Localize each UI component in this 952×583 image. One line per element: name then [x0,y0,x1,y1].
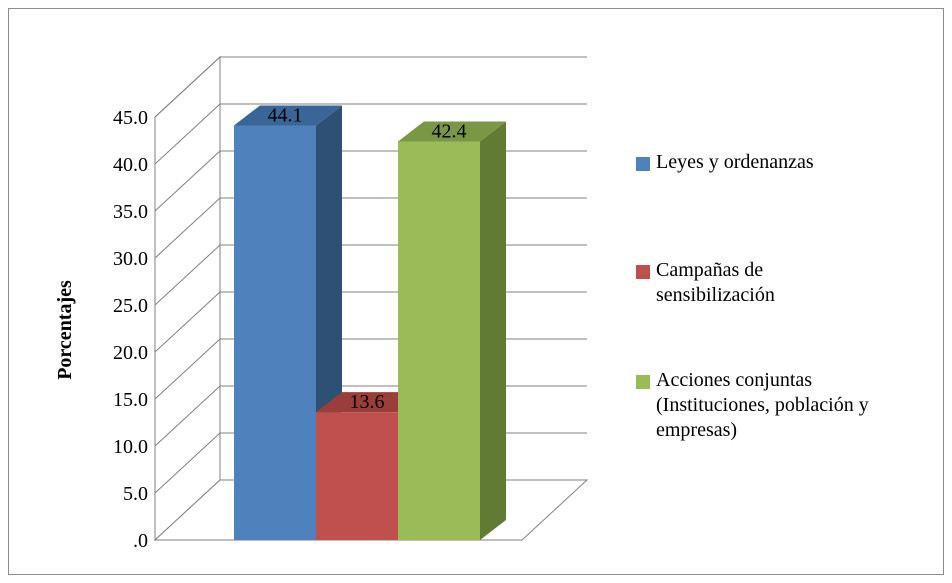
legend-label: Acciones conjuntas (Instituciones, poblac… [656,368,869,443]
legend-label-line: (Instituciones, población y [656,394,869,416]
y-tick-label: 30.0 [113,248,148,270]
y-tick-label: 20.0 [113,342,148,364]
legend-item: Leyes y ordenanzas [636,150,814,175]
gridline [154,103,587,165]
legend-label-line: Campañas de [656,259,764,281]
y-tick-label: 45.0 [113,107,148,129]
y-tick-label: 5.0 [123,483,148,505]
legend-item: Acciones conjuntas (Instituciones, poblac… [636,368,869,443]
y-tick-label: 40.0 [113,154,148,176]
legend-label-line: Leyes y ordenanzas [656,151,814,173]
legend-label-line: empresas) [656,419,738,441]
legend-label: Campañas de sensibilización [656,258,775,308]
y-axis-title: Porcentajes [54,280,76,380]
y-tick-label: 15.0 [113,389,148,411]
legend-swatch [636,157,650,171]
legend-swatch [636,265,650,279]
side-wall [154,55,221,542]
gridline [154,56,587,118]
chart-frame [8,8,944,575]
data-label: 13.6 [350,391,385,413]
legend-item: Campañas de sensibilización [636,258,775,308]
legend-label-line: Acciones conjuntas [656,369,813,391]
bar [398,141,480,540]
bar [234,125,316,541]
y-tick-label: .0 [133,530,148,552]
legend-label-line: sensibilización [656,284,775,306]
legend-swatch [636,375,650,389]
bar-side [480,121,506,540]
bar-top [316,392,424,413]
y-tick-label: 10.0 [113,436,148,458]
data-label: 42.4 [432,120,467,142]
legend-label: Leyes y ordenanzas [656,150,814,175]
y-tick-label: 35.0 [113,201,148,223]
bar [316,412,398,540]
bar-top [234,105,342,126]
y-tick-label: 25.0 [113,295,148,317]
bar-top [398,121,506,142]
data-label: 44.1 [268,104,303,126]
